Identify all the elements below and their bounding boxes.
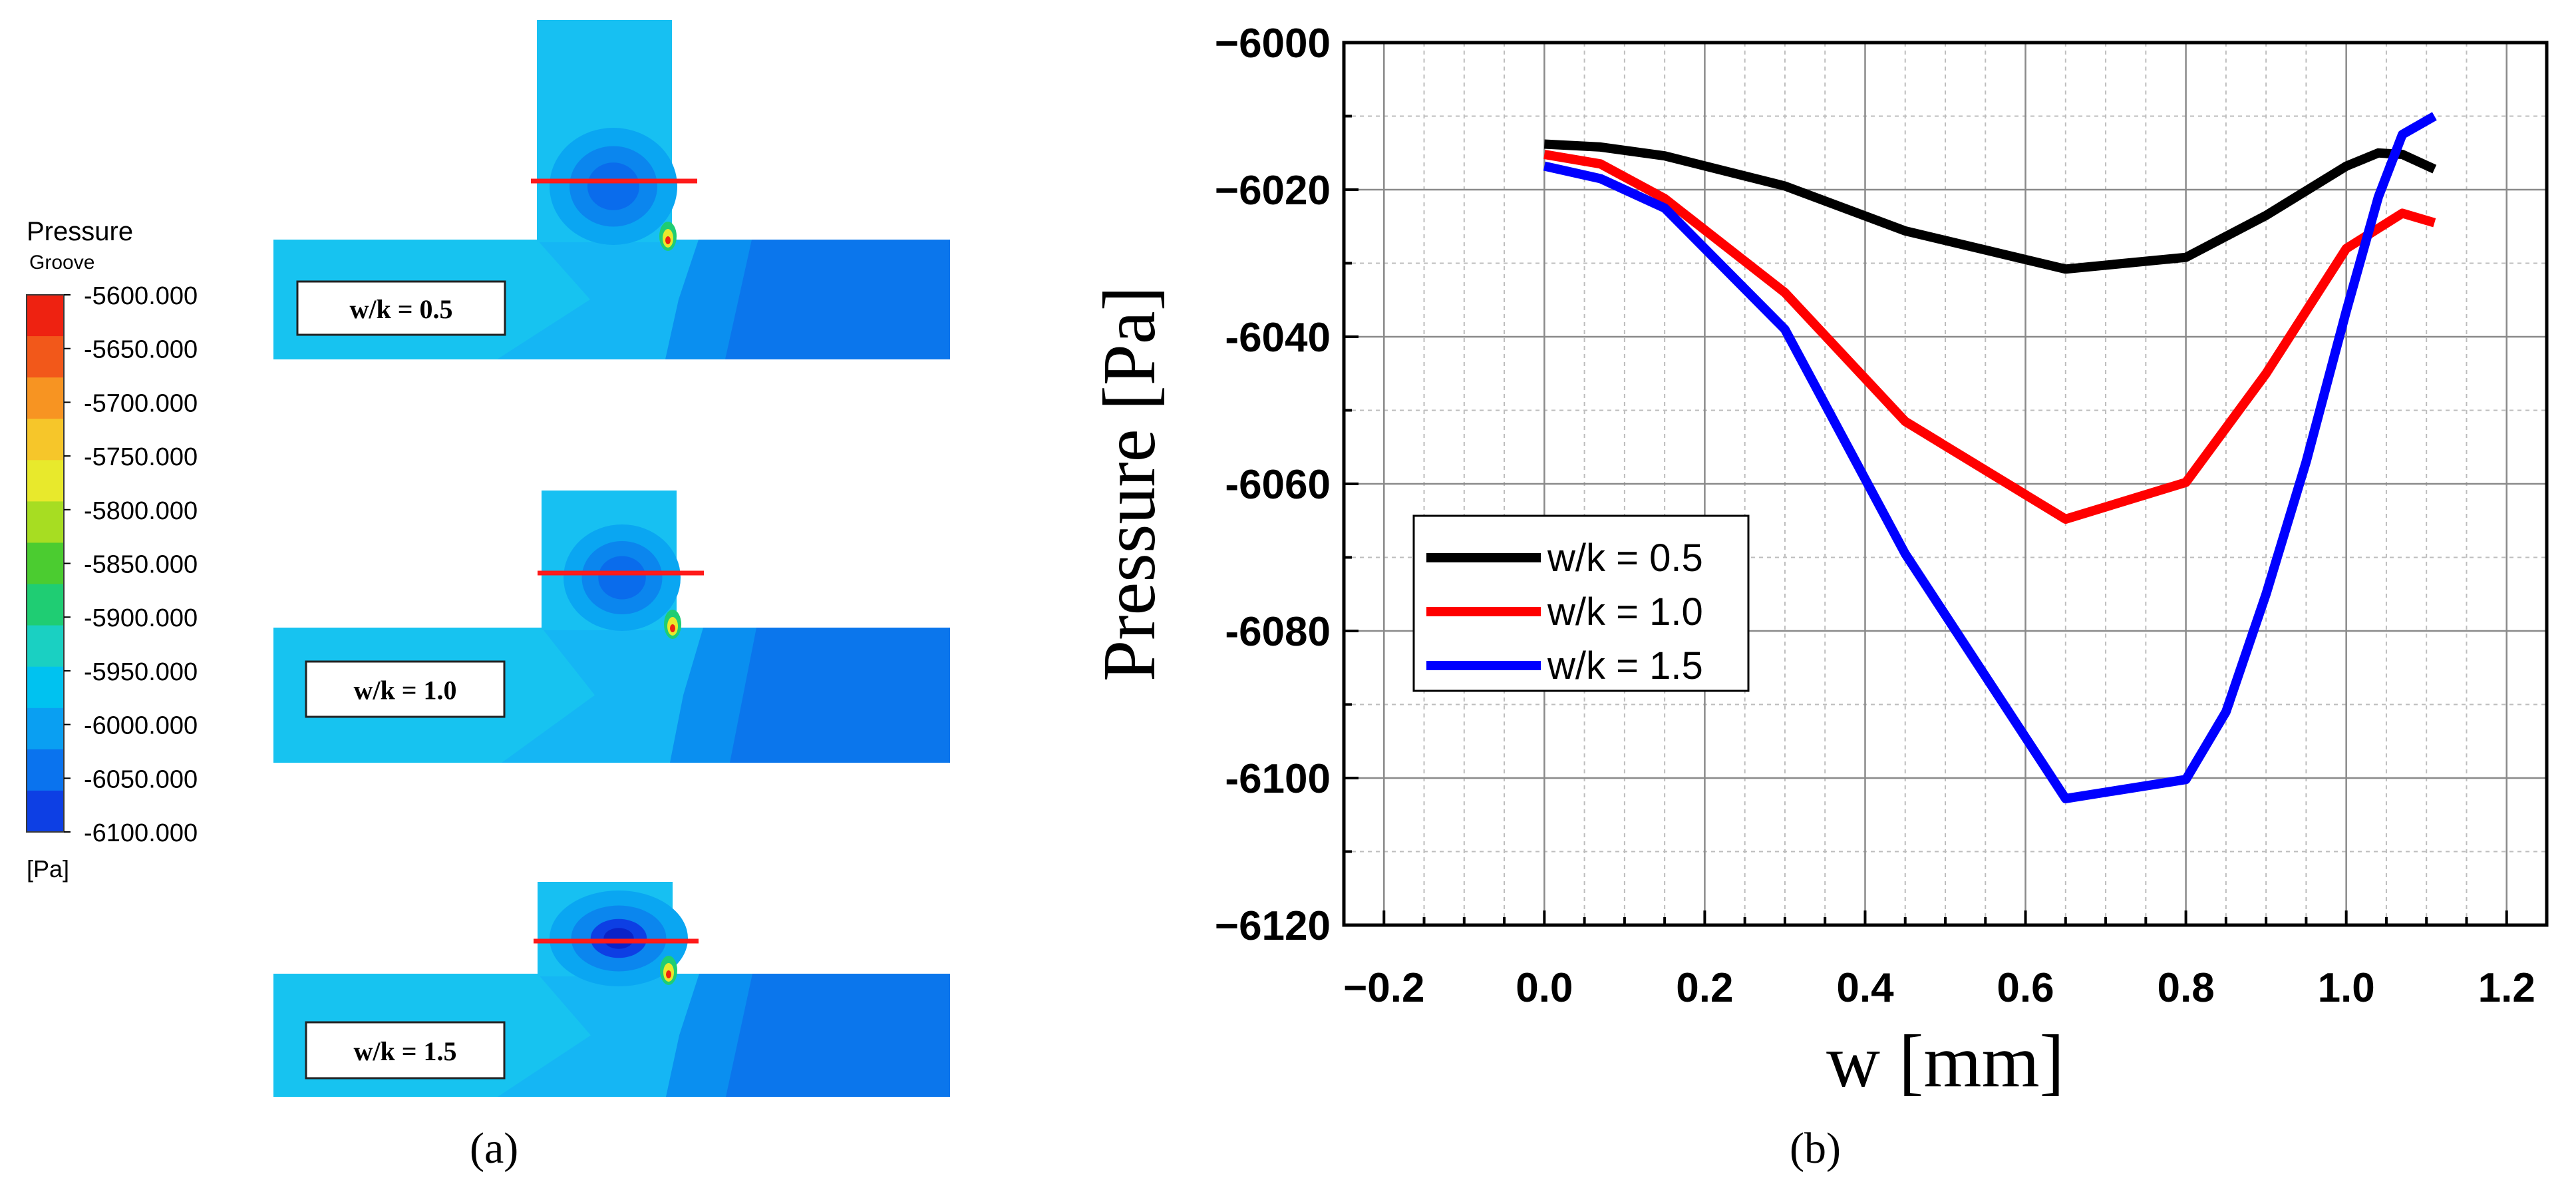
legend-color-band xyxy=(27,666,64,709)
legend-level-label: -6000.000 xyxy=(84,712,198,740)
contour-hotspot xyxy=(665,236,671,244)
chart-grid xyxy=(1343,41,2547,926)
legend-color-band xyxy=(27,584,64,626)
x-tick-label: 0.2 xyxy=(1676,965,1733,1011)
legend-color-band xyxy=(27,501,64,543)
legend-color-band xyxy=(27,542,64,585)
legend-unit: [Pa] xyxy=(27,855,69,883)
legend-color-band xyxy=(27,377,64,419)
contour-band xyxy=(598,556,646,600)
legend-level-label: -5600.000 xyxy=(84,282,198,310)
legend-level-label: -6100.000 xyxy=(84,819,198,847)
x-tick-label: 0.8 xyxy=(2157,965,2214,1011)
legend-entry: w/k = 0.5 xyxy=(1547,536,1703,580)
legend-colorbar xyxy=(26,294,65,833)
series-line xyxy=(1543,139,2437,274)
legend-level-label: -5800.000 xyxy=(84,497,198,525)
contour-band xyxy=(730,628,950,763)
x-tick-label: 0.4 xyxy=(1836,965,1894,1011)
chart-series xyxy=(1543,112,2437,803)
series-line xyxy=(1543,150,2436,524)
series-line xyxy=(1543,112,2437,803)
legend-level-label: -5650.000 xyxy=(84,336,198,364)
legend-color-band xyxy=(27,707,64,750)
legend-color-band xyxy=(27,336,64,378)
legend-subtitle: Groove xyxy=(29,252,94,274)
legend-level-labels: -5600.000 -5650.000 -5700.000 -5750.000 -580… xyxy=(64,282,198,847)
contour-plot: w/k = 1.5 xyxy=(273,882,950,1097)
legend-color-band xyxy=(27,460,64,502)
contour-plot: w/k = 0.5 xyxy=(273,20,950,359)
x-tick-label: 0.0 xyxy=(1516,965,1573,1011)
legend-level-label: -6050.000 xyxy=(84,765,198,793)
legend-level-label: -5950.000 xyxy=(84,658,198,686)
contour-label-box xyxy=(296,280,506,336)
contour-label-box xyxy=(305,660,506,718)
legend-color-band xyxy=(27,295,64,337)
pressure-contour-panel: Pressure Groove -5600.000 -5650.000 -5700.… xyxy=(26,20,950,1097)
panel-a-caption: (a) xyxy=(470,1124,519,1173)
legend-entry: w/k = 1.5 xyxy=(1547,644,1703,688)
legend-level-label: -5750.000 xyxy=(84,443,198,471)
legend-box xyxy=(1412,514,1750,692)
contour-hotspot xyxy=(670,624,675,632)
contour-band xyxy=(725,240,950,359)
y-tick-label: −6000 xyxy=(1215,21,1331,67)
x-tick-label: 1.0 xyxy=(2318,965,2375,1011)
legend-level-label: -5850.000 xyxy=(84,551,198,579)
x-tick-label: 0.6 xyxy=(1997,965,2054,1011)
x-tick-labels: −0.2 0.0 0.2 0.4 0.6 0.8 1.0 1.2 xyxy=(1343,965,2535,1011)
panel-b-caption: (b) xyxy=(1790,1124,1841,1173)
contour-plots: w/k = 0.5 w/k = 1.0 w/k = 1.5 xyxy=(273,20,950,1097)
contour-band xyxy=(587,162,639,210)
y-tick-label: -6040 xyxy=(1225,315,1331,361)
contour-plot: w/k = 1.0 xyxy=(273,491,950,763)
contour-label: w/k = 0.5 xyxy=(349,294,452,324)
y-axis-label: Pressure [Pa] xyxy=(1088,286,1171,682)
chart-ticks xyxy=(1343,41,2548,926)
legend-title: Pressure xyxy=(27,217,133,246)
x-axis-label: w [mm] xyxy=(1826,1020,2064,1103)
y-tick-label: -6080 xyxy=(1225,609,1331,655)
y-tick-label: -6060 xyxy=(1225,462,1331,508)
contour-label: w/k = 1.0 xyxy=(353,676,456,705)
x-tick-label: −0.2 xyxy=(1343,965,1424,1011)
chart-legend: w/k = 0.5 w/k = 1.0 w/k = 1.5 xyxy=(1412,514,1750,692)
legend-color-band xyxy=(27,419,64,461)
legend-color-band xyxy=(27,749,64,791)
contour-label: w/k = 1.5 xyxy=(353,1036,456,1066)
axes-frame xyxy=(1342,41,2549,927)
legend-color-band xyxy=(27,625,64,668)
legend-level-label: -5700.000 xyxy=(84,389,198,417)
y-tick-label: −6120 xyxy=(1215,903,1331,949)
y-tick-label: −6020 xyxy=(1215,168,1331,214)
legend-color-band xyxy=(27,790,64,833)
y-tick-labels: −6000 −6020 -6040 -6060 -6080 -6100 −6120 xyxy=(1215,21,1331,949)
contour-hotspot xyxy=(666,970,671,978)
contour-band xyxy=(603,928,634,949)
contour-label-box xyxy=(305,1021,506,1080)
x-tick-label: 1.2 xyxy=(2478,965,2535,1011)
contour-band xyxy=(726,974,950,1097)
legend-entry: w/k = 1.0 xyxy=(1547,590,1703,634)
legend-level-label: -5900.000 xyxy=(84,604,198,632)
y-tick-label: -6100 xyxy=(1225,756,1331,802)
